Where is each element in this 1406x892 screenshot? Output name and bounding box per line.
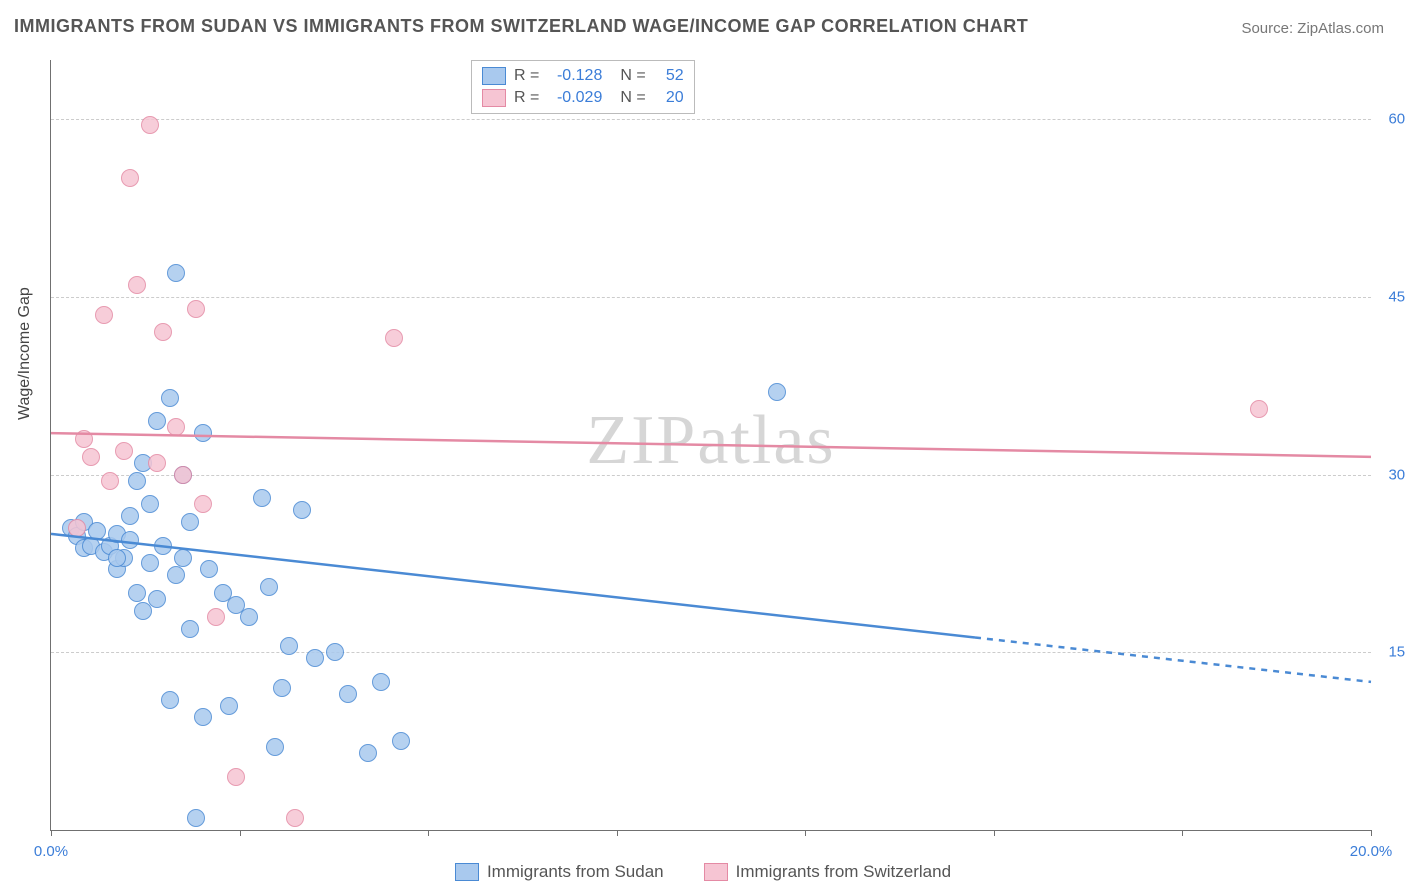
x-tick: [1182, 830, 1183, 836]
legend-stats-box: R = -0.128 N = 52 R = -0.029 N = 20: [471, 60, 695, 114]
legend-swatch: [455, 863, 479, 881]
y-axis-label: Wage/Income Gap: [16, 287, 34, 420]
legend-item: Immigrants from Switzerland: [704, 862, 951, 882]
legend-label: Immigrants from Sudan: [487, 862, 664, 882]
trend-line: [51, 534, 975, 638]
source-label: Source: ZipAtlas.com: [1241, 20, 1384, 37]
r-label: R =: [514, 67, 539, 85]
legend-stats-row: R = -0.029 N = 20: [482, 87, 684, 109]
n-value: 52: [654, 67, 684, 85]
n-label: N =: [620, 89, 645, 107]
y-tick-label: 30.0%: [1376, 466, 1406, 483]
legend-swatch: [482, 89, 506, 107]
x-tick: [428, 830, 429, 836]
plot-area: ZIPatlas R =-0.128N =52R =-0.029N =20 15…: [50, 60, 1371, 831]
n-label: N =: [620, 67, 645, 85]
y-tick-label: 15.0%: [1376, 644, 1406, 661]
x-tick-label: 20.0%: [1350, 843, 1393, 860]
legend-swatch: [482, 67, 506, 85]
r-value: -0.128: [547, 67, 602, 85]
trend-lines-svg: [51, 60, 1371, 830]
y-tick-label: 60.0%: [1376, 111, 1406, 128]
r-label: R =: [514, 89, 539, 107]
legend-swatch: [704, 863, 728, 881]
y-tick-label: 45.0%: [1376, 288, 1406, 305]
x-tick-label: 0.0%: [34, 843, 68, 860]
trend-line: [51, 433, 1371, 457]
x-tick: [51, 830, 52, 836]
trend-line: [975, 638, 1371, 682]
legend-item: Immigrants from Sudan: [455, 862, 664, 882]
x-tick: [805, 830, 806, 836]
legend-bottom: Immigrants from Sudan Immigrants from Swi…: [0, 862, 1406, 882]
x-tick: [240, 830, 241, 836]
x-tick: [994, 830, 995, 836]
n-value: 20: [654, 89, 684, 107]
legend-stats-row: R = -0.128 N = 52: [482, 65, 684, 87]
r-value: -0.029: [547, 89, 602, 107]
legend-label: Immigrants from Switzerland: [736, 862, 951, 882]
chart-title: IMMIGRANTS FROM SUDAN VS IMMIGRANTS FROM…: [14, 16, 1028, 37]
x-tick: [617, 830, 618, 836]
x-tick: [1371, 830, 1372, 836]
